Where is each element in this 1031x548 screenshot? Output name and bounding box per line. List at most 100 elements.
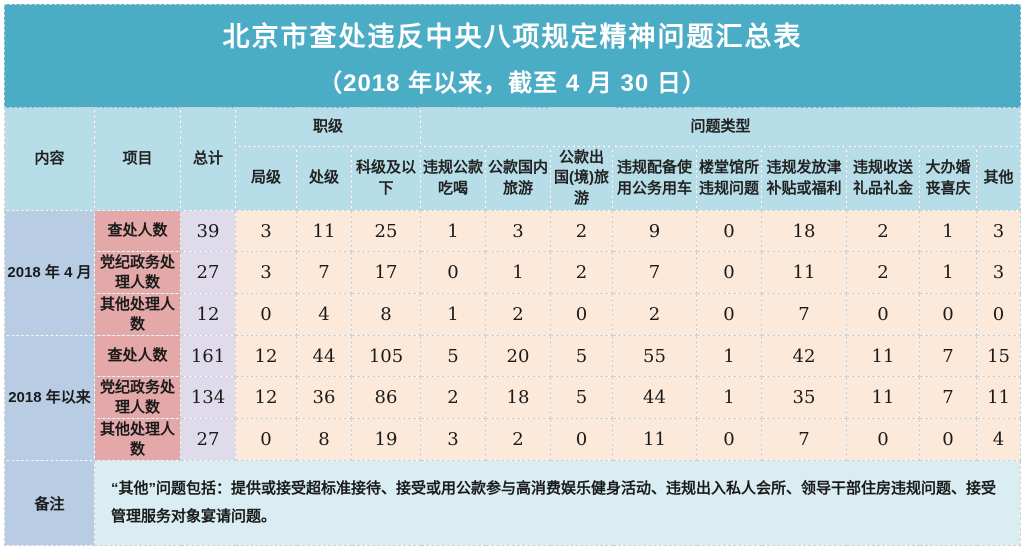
data-cell: 2 [485, 293, 551, 336]
header-problem-col: 大办婚丧喜庆 [919, 146, 977, 211]
header-problem-col: 公款出国(境)旅游 [550, 146, 613, 211]
data-cell: 18 [761, 210, 847, 252]
header-problem-col: 公款国内旅游 [485, 146, 551, 211]
data-cell: 17 [351, 251, 421, 294]
header-row-groups: 内容 项目 总计 职级 问题类型 [4, 107, 1022, 211]
data-cell: 2 [846, 251, 920, 294]
note-text: “其他”问题包括：提供或接受超标准接待、接受或用公款参与高消费娱乐健身活动、违规… [93, 460, 1022, 546]
data-cell: 4 [296, 293, 352, 336]
row-label: 其他处理人数 [94, 293, 181, 336]
data-cell: 0 [846, 418, 920, 461]
row-label: 查处人数 [94, 335, 181, 377]
table-row: 2018 年 4 月 查处人数 39 3 11 25 1 3 2 9 0 18 … [4, 210, 1022, 336]
data-cell: 1 [696, 376, 762, 419]
table-title-band: 北京市查处违反中央八项规定精神问题汇总表 （2018 年以来，截至 4 月 30… [4, 4, 1021, 108]
data-cell: 8 [296, 418, 352, 461]
data-cell: 5 [550, 376, 613, 419]
total-cell: 161 [180, 335, 236, 377]
data-cell: 7 [612, 251, 697, 294]
header-project: 项目 [94, 107, 181, 211]
data-cell: 3 [485, 210, 551, 252]
data-cell: 0 [975, 293, 1022, 336]
data-cell: 44 [296, 335, 352, 377]
header-row-columns: 局级 处级 科级及以下 违规公款吃喝 公款国内旅游 公款出国(境)旅游 违规配备… [5, 146, 1022, 211]
data-cell: 11 [761, 251, 847, 294]
total-cell: 39 [180, 210, 236, 252]
header-content: 内容 [4, 107, 95, 211]
data-cell: 1 [420, 293, 486, 336]
row-label: 党纪政务处理人数 [94, 376, 181, 419]
data-cell: 0 [919, 293, 977, 336]
table-title: 北京市查处违反中央八项规定精神问题汇总表 [222, 21, 803, 52]
data-cell: 5 [550, 335, 613, 377]
data-cell: 105 [351, 335, 421, 377]
header-problem-group: 问题类型 [419, 107, 1022, 147]
data-cell: 1 [919, 210, 977, 252]
data-cell: 3 [975, 251, 1022, 294]
data-cell: 15 [975, 335, 1022, 377]
total-cell: 134 [180, 376, 236, 419]
header-rank-group: 职级 [235, 107, 421, 147]
data-cell: 12 [235, 376, 297, 419]
row-label: 其他处理人数 [94, 418, 181, 461]
data-cell: 35 [761, 376, 847, 419]
data-cell: 0 [420, 251, 486, 294]
data-cell: 20 [485, 335, 551, 377]
data-cell: 44 [612, 376, 697, 419]
total-cell: 27 [180, 418, 236, 461]
data-cell: 8 [351, 293, 421, 336]
row-label: 党纪政务处理人数 [94, 251, 181, 294]
header-problem-col: 其他 [975, 146, 1022, 211]
data-cell: 2 [550, 251, 613, 294]
violations-summary-table: 内容 项目 总计 职级 问题类型 局级 处级 科级及以下 违规公款吃喝 公款国内… [4, 107, 1022, 546]
data-cell: 42 [761, 335, 847, 377]
data-cell: 0 [235, 293, 297, 336]
data-cell: 2 [612, 293, 697, 336]
data-cell: 2 [550, 210, 613, 252]
header-problem-col: 楼堂馆所违规问题 [696, 146, 762, 211]
table-row: 党纪政务处理人数 134 12 36 86 2 18 5 44 1 35 11 … [5, 376, 1022, 419]
data-cell: 12 [235, 335, 297, 377]
data-cell: 2 [846, 210, 920, 252]
table-row: 2018 年以来 查处人数 161 12 44 105 5 20 5 55 1 … [4, 335, 1022, 461]
data-cell: 1 [485, 251, 551, 294]
table-row: 党纪政务处理人数 27 3 7 17 0 1 2 7 0 11 2 1 3 [5, 251, 1022, 294]
table-row: 其他处理人数 12 0 4 8 1 2 0 2 0 7 0 0 0 [5, 293, 1022, 336]
header-problem-col: 违规发放津补贴或福利 [761, 146, 847, 211]
period-label: 2018 年以来 [4, 335, 95, 461]
data-cell: 7 [296, 251, 352, 294]
data-cell: 0 [919, 418, 977, 461]
total-cell: 12 [180, 293, 236, 336]
data-cell: 1 [919, 251, 977, 294]
header-problem-col: 违规收送礼品礼金 [846, 146, 920, 211]
data-cell: 0 [846, 293, 920, 336]
period-label: 2018 年 4 月 [4, 210, 95, 336]
header-problem-col: 违规公款吃喝 [420, 146, 486, 211]
data-cell: 0 [696, 251, 762, 294]
data-cell: 7 [761, 418, 847, 461]
header-rank-division: 处级 [296, 146, 352, 211]
data-cell: 25 [351, 210, 421, 252]
header-rank-bureau: 局级 [235, 146, 297, 211]
note-label: 备注 [4, 460, 95, 546]
total-cell: 27 [180, 251, 236, 294]
data-cell: 0 [235, 418, 297, 461]
data-cell: 36 [296, 376, 352, 419]
header-total: 总计 [180, 107, 236, 211]
data-cell: 55 [612, 335, 697, 377]
data-cell: 0 [696, 418, 762, 461]
data-cell: 7 [919, 335, 977, 377]
data-cell: 3 [235, 210, 297, 252]
table-subtitle: （2018 年以来，截至 4 月 30 日） [318, 69, 707, 97]
data-cell: 19 [351, 418, 421, 461]
data-cell: 7 [761, 293, 847, 336]
summary-table-sheet: 北京市查处违反中央八项规定精神问题汇总表 （2018 年以来，截至 4 月 30… [4, 4, 1022, 546]
data-cell: 0 [696, 210, 762, 252]
data-cell: 11 [975, 376, 1022, 419]
data-cell: 0 [696, 293, 762, 336]
data-cell: 2 [420, 376, 486, 419]
data-cell: 0 [550, 293, 613, 336]
data-cell: 11 [846, 376, 920, 419]
data-cell: 3 [975, 210, 1022, 252]
data-cell: 3 [235, 251, 297, 294]
